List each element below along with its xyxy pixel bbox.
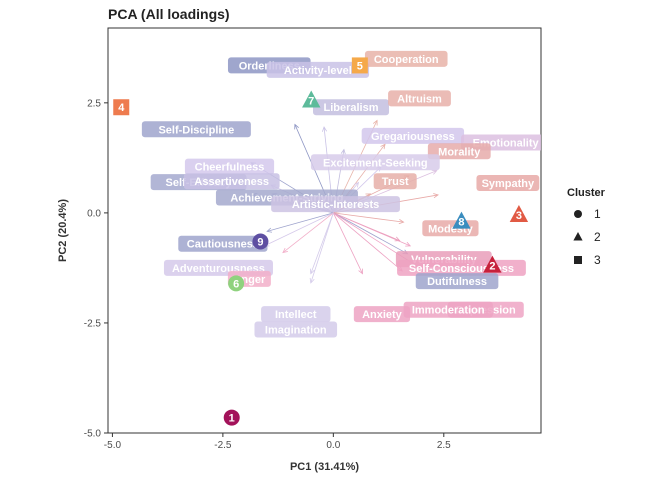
- legend-title: Cluster: [567, 187, 606, 199]
- legend-label: 1: [594, 207, 601, 221]
- loading-label-text: Dutifulness: [427, 276, 487, 288]
- loading-label-text: Cautiousness: [187, 239, 259, 251]
- loading-arrow: [333, 212, 405, 225]
- y-tick-label: -2.5: [84, 318, 102, 329]
- loading-arrow: [309, 212, 334, 275]
- y-tick-label: 0.0: [87, 208, 101, 219]
- x-tick-label: 0.0: [326, 440, 340, 451]
- cluster-point: 1: [223, 409, 240, 426]
- loading-label-text: Intellect: [275, 309, 317, 321]
- legend-entry: 2: [573, 230, 601, 244]
- loading-label-text: Immoderation: [412, 305, 485, 317]
- loading-label: Excitement-Seeking: [310, 154, 440, 171]
- loading-label: Cautiousness: [178, 235, 268, 252]
- loading-label: Immoderation: [403, 301, 493, 318]
- loading-label: Activity-level: [266, 61, 370, 78]
- cluster-point: 7: [302, 90, 321, 108]
- loading-label: Cheerfulness: [184, 158, 275, 175]
- loading-label-text: Anxiety: [362, 309, 403, 321]
- loading-label-text: Self-Discipline: [158, 124, 234, 136]
- loading-label: Trust: [373, 173, 417, 190]
- x-axis-title: PC1 (31.41%): [290, 461, 359, 473]
- loading-arrow: [266, 212, 334, 233]
- loading-arrow: [309, 212, 334, 284]
- cluster-point: 6: [228, 275, 245, 292]
- point-label: 3: [516, 210, 522, 222]
- cluster-point: 4: [113, 99, 130, 116]
- loading-label: Gregariousness: [361, 127, 465, 144]
- point-label: 4: [118, 102, 125, 114]
- loading-label: Anxiety: [353, 306, 411, 323]
- loading-label: Artistic-Interests: [271, 196, 400, 213]
- loading-label: Sympathy: [476, 174, 540, 191]
- loading-label-text: Sympathy: [482, 178, 535, 190]
- legend-label: 3: [594, 253, 601, 267]
- loading-arrow: [333, 212, 412, 247]
- loading-label-text: Activity-level: [284, 65, 352, 77]
- loading-labels: OrderlinessActivity-levelCooperationLibe…: [141, 50, 541, 338]
- loading-arrow: [282, 212, 334, 254]
- chart-title: PCA (All loadings): [108, 6, 230, 22]
- loading-label: Self-Discipline: [141, 121, 251, 138]
- loading-label: Cooperation: [364, 50, 448, 67]
- cluster-point: 9: [252, 233, 269, 250]
- legend: Cluster 1 2 3: [567, 187, 606, 267]
- axes: -5.0 -2.5 0.0 2.5 -5.0 -2.5 0.0 2.5: [84, 98, 451, 451]
- loading-label: Imagination: [254, 321, 338, 338]
- cluster-point: 8: [452, 211, 471, 229]
- loading-label-text: Gregariousness: [371, 131, 455, 143]
- loading-label-text: Assertiveness: [194, 176, 269, 188]
- loading-label: Morality: [427, 143, 491, 160]
- legend-entry: 1: [574, 207, 601, 221]
- loading-label-text: Artistic-Interests: [292, 199, 379, 211]
- loading-label-text: Excitement-Seeking: [323, 157, 428, 169]
- x-tick-label: -2.5: [214, 440, 232, 451]
- loading-label-text: Cooperation: [374, 54, 439, 66]
- loading-label: Altruism: [388, 90, 451, 107]
- cluster-point: 3: [509, 204, 529, 222]
- loading-label: Dutifulness: [415, 273, 499, 290]
- point-label: 2: [489, 261, 495, 273]
- y-tick-label: -5.0: [84, 429, 102, 440]
- point-label: 7: [308, 96, 314, 108]
- x-tick-label: 2.5: [437, 440, 451, 451]
- point-label: 8: [458, 217, 464, 229]
- loading-arrow: [332, 212, 363, 275]
- loading-label: Liberalism: [313, 99, 390, 116]
- loading-label: Intellect: [261, 306, 331, 323]
- loading-label-text: Liberalism: [323, 102, 378, 114]
- point-label: 1: [229, 413, 235, 425]
- point-label: 5: [357, 60, 363, 72]
- legend-label: 2: [594, 230, 601, 244]
- loading-label-text: Cheerfulness: [195, 162, 265, 174]
- loading-label-text: Morality: [438, 146, 481, 158]
- loading-label: Assertiveness: [183, 173, 280, 190]
- loading-label-text: Altruism: [397, 93, 442, 105]
- loading-label-text: Imagination: [265, 325, 327, 337]
- y-axis-title: PC2 (20.4%): [57, 199, 69, 262]
- cluster-point: 5: [351, 57, 368, 74]
- y-tick-label: 2.5: [87, 98, 101, 109]
- cluster-points: 1 2 3 4 5 6 7 8 9: [113, 57, 529, 426]
- point-label: 9: [257, 237, 263, 249]
- loading-label-text: Trust: [382, 176, 409, 188]
- legend-entry: 3: [574, 253, 601, 267]
- point-label: 6: [233, 278, 239, 290]
- cluster-point: 2: [483, 255, 502, 273]
- x-tick-label: -5.0: [104, 440, 122, 451]
